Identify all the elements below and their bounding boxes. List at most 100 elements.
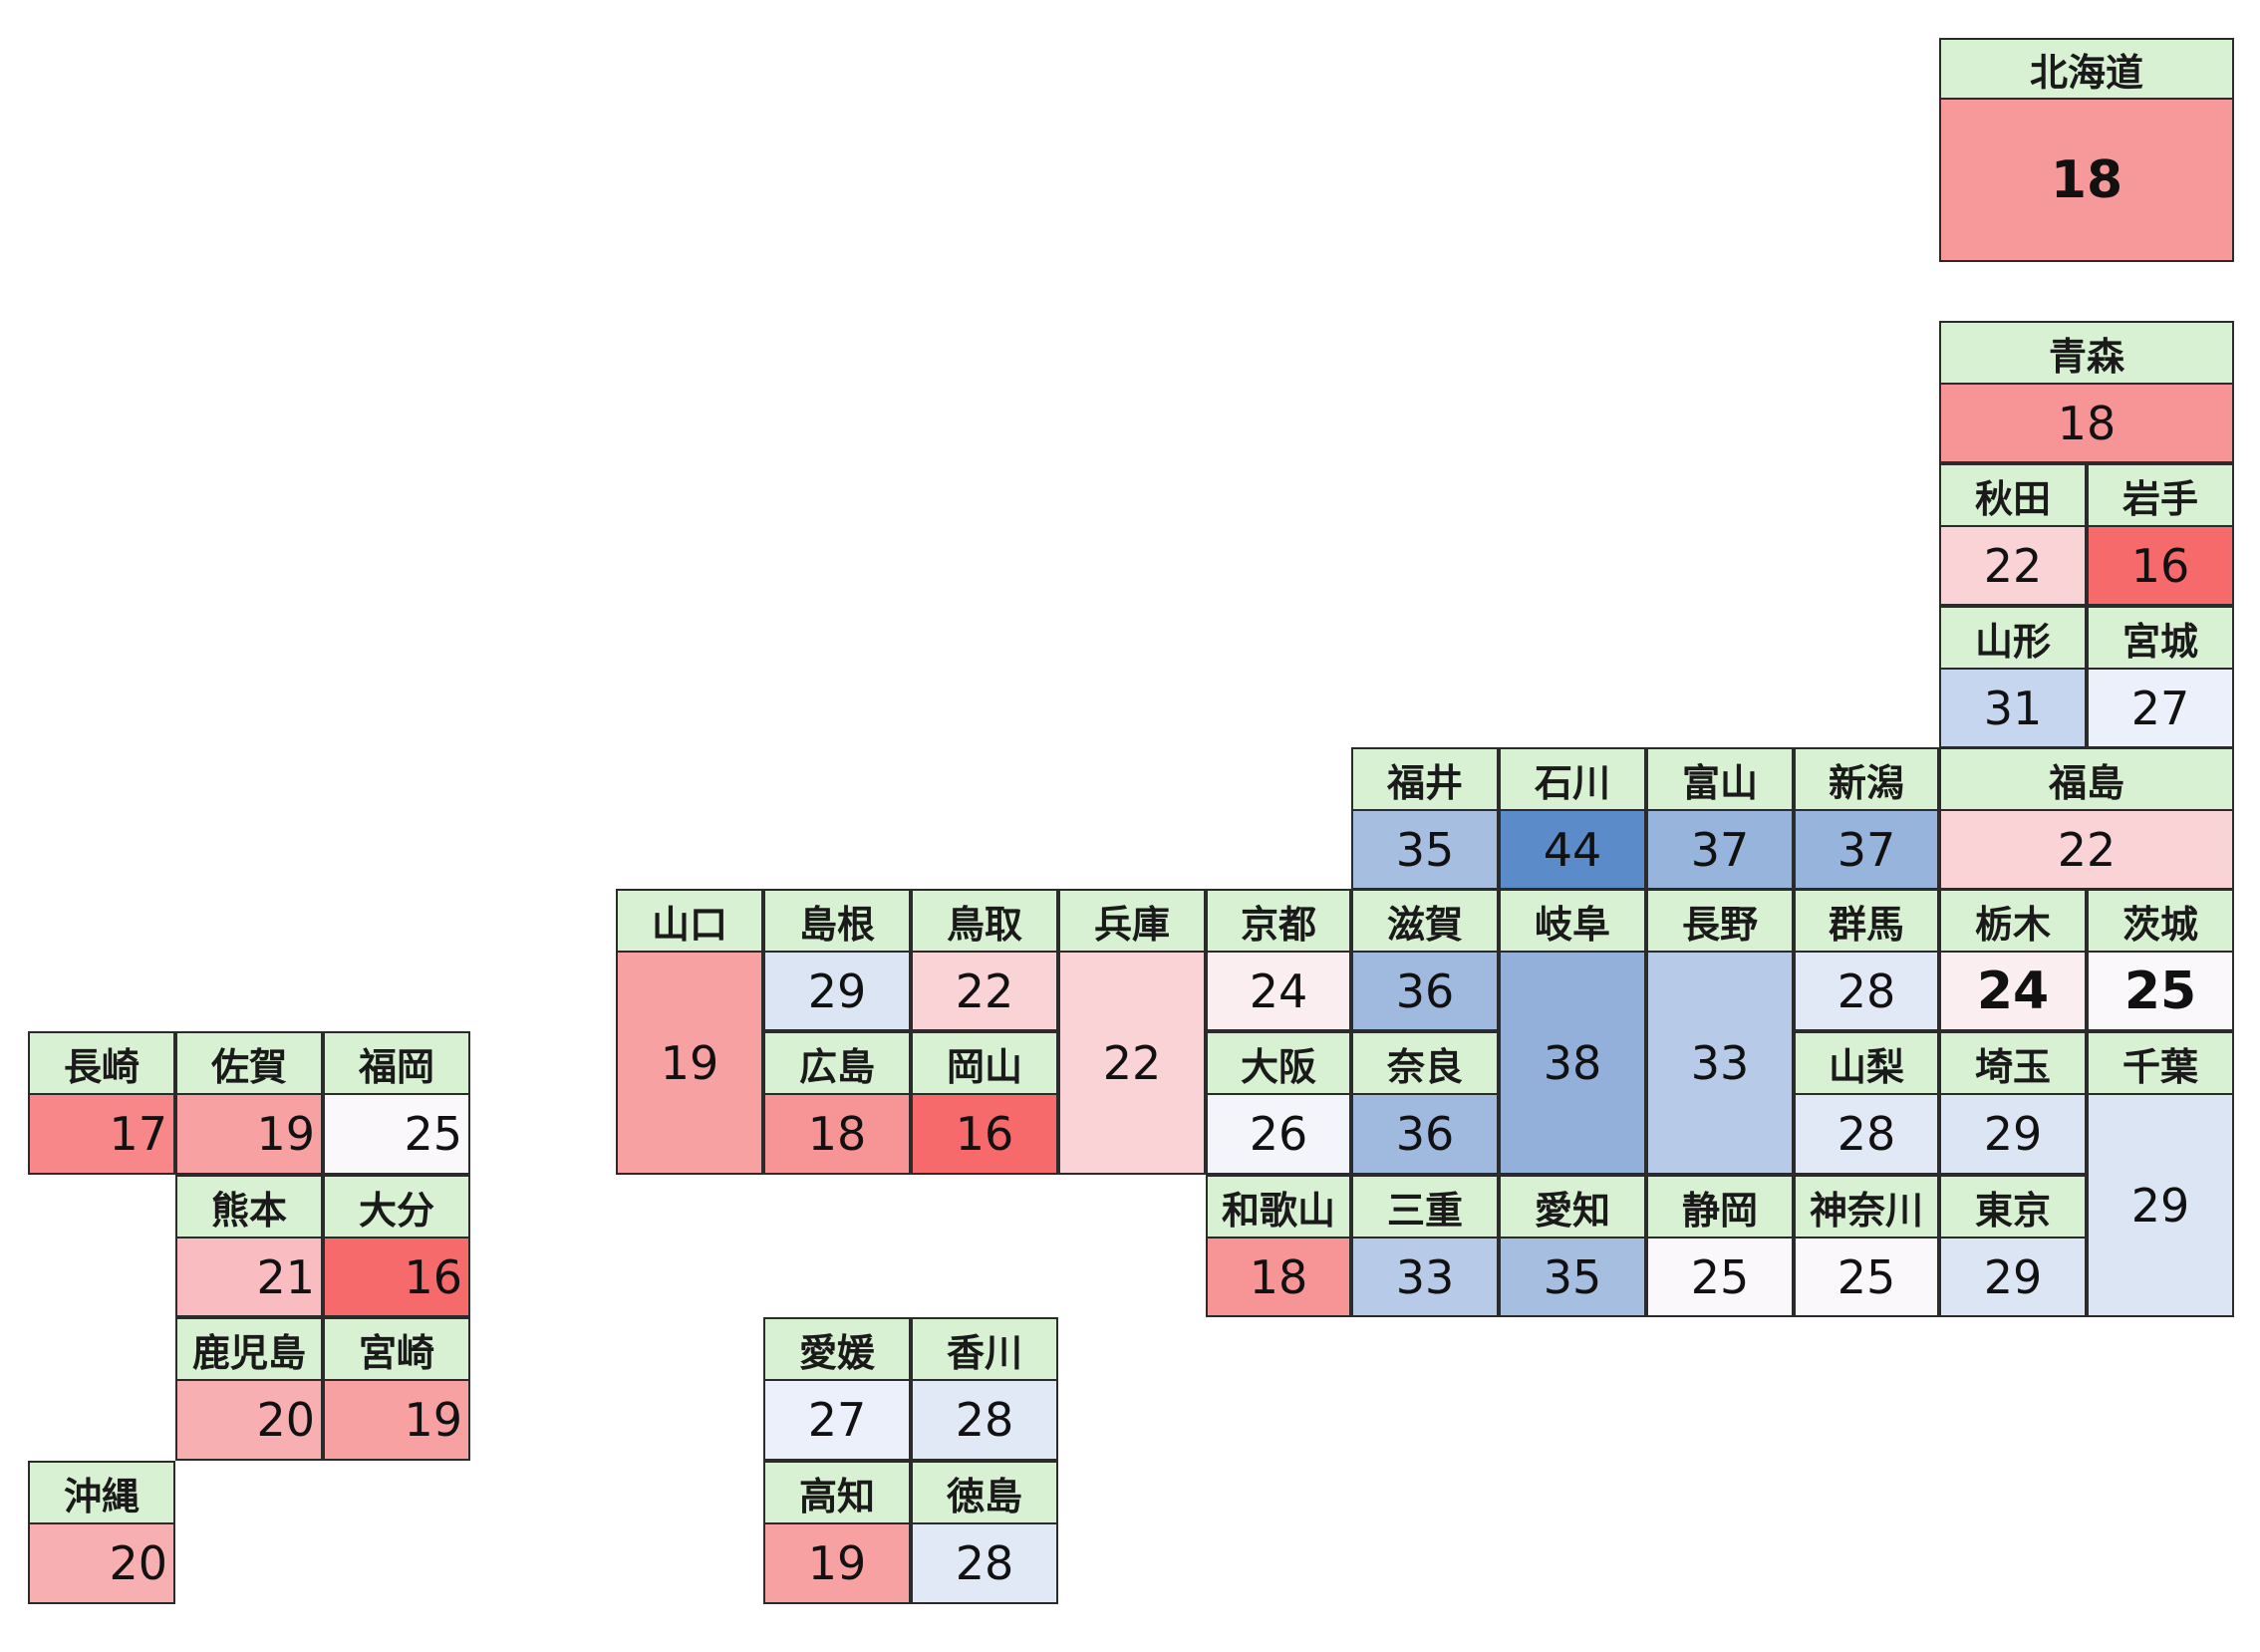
prefecture-value: 25 — [1690, 1249, 1750, 1304]
prefecture-value: 26 — [1249, 1107, 1308, 1161]
prefecture-value: 18 — [807, 1107, 867, 1161]
prefecture-tile-tochigi: 栃木 24 — [1939, 889, 2087, 1031]
prefecture-name: 岩手 — [2089, 465, 2232, 527]
prefecture-tile-aichi: 愛知 35 — [1499, 1175, 1646, 1317]
prefecture-tile-nara: 奈良 36 — [1351, 1031, 1499, 1175]
prefecture-tile-hokkaido: 北海道 18 — [1939, 38, 2234, 262]
prefecture-tile-saga: 佐賀 19 — [175, 1031, 323, 1175]
prefecture-tile-yamagata: 山形 31 — [1939, 606, 2087, 748]
prefecture-value: 29 — [807, 964, 867, 1018]
prefecture-value: 16 — [404, 1249, 462, 1304]
prefecture-value: 28 — [955, 1393, 1014, 1447]
prefecture-name: 福井 — [1353, 749, 1497, 811]
prefecture-value: 27 — [2130, 681, 2190, 735]
prefecture-tile-miyagi: 宮城 27 — [2087, 606, 2234, 748]
prefecture-name: 福島 — [1941, 749, 2232, 811]
prefecture-tile-aomori: 青森 18 — [1939, 321, 2234, 463]
prefecture-name: 愛知 — [1501, 1177, 1644, 1239]
prefecture-name: 徳島 — [913, 1463, 1056, 1524]
prefecture-value: 37 — [1836, 822, 1896, 877]
prefecture-tile-mie: 三重 33 — [1351, 1175, 1499, 1317]
prefecture-tile-yamaguchi: 山口 19 — [616, 889, 763, 1175]
prefecture-value: 24 — [1249, 964, 1308, 1018]
prefecture-name: 秋田 — [1941, 465, 2085, 527]
prefecture-tile-hiroshima: 広島 18 — [763, 1031, 911, 1175]
prefecture-value: 16 — [2130, 538, 2190, 593]
prefecture-tile-chiba: 千葉 29 — [2087, 1031, 2234, 1317]
prefecture-name: 宮城 — [2089, 608, 2232, 670]
prefecture-tile-okinawa: 沖縄 20 — [28, 1461, 175, 1604]
prefecture-name: 群馬 — [1796, 891, 1937, 953]
prefecture-name: 愛媛 — [765, 1319, 909, 1381]
prefecture-name: 和歌山 — [1208, 1177, 1349, 1239]
prefecture-tile-nagano: 長野 33 — [1646, 889, 1794, 1175]
prefecture-name: 兵庫 — [1060, 891, 1204, 953]
prefecture-tile-kochi: 高知 19 — [763, 1461, 911, 1604]
prefecture-value: 16 — [955, 1107, 1014, 1161]
prefecture-name: 宮崎 — [325, 1319, 468, 1381]
prefecture-value: 28 — [1836, 1107, 1896, 1161]
prefecture-tile-yamanashi: 山梨 28 — [1794, 1031, 1939, 1175]
prefecture-tile-fukui: 福井 35 — [1351, 747, 1499, 890]
prefecture-tile-kanagawa: 神奈川 25 — [1794, 1175, 1939, 1317]
prefecture-name: 高知 — [765, 1463, 909, 1524]
prefecture-name: 北海道 — [1941, 40, 2232, 100]
prefecture-value: 21 — [256, 1249, 315, 1304]
prefecture-value: 36 — [1395, 964, 1455, 1018]
prefecture-value: 29 — [1983, 1249, 2043, 1304]
prefecture-tile-toyama: 富山 37 — [1646, 747, 1794, 890]
prefecture-value: 19 — [807, 1536, 867, 1590]
prefecture-tile-kagoshima: 鹿児島 20 — [175, 1317, 323, 1461]
prefecture-value: 33 — [1395, 1249, 1455, 1304]
prefecture-tile-saitama: 埼玉 29 — [1939, 1031, 2087, 1175]
prefecture-tile-niigata: 新潟 37 — [1794, 747, 1939, 890]
prefecture-tile-kumamoto: 熊本 21 — [175, 1175, 323, 1317]
prefecture-value: 20 — [109, 1536, 167, 1590]
prefecture-name: 千葉 — [2089, 1033, 2232, 1095]
prefecture-value: 31 — [1983, 681, 2043, 735]
prefecture-name: 新潟 — [1796, 749, 1937, 811]
prefecture-value: 36 — [1395, 1107, 1455, 1161]
prefecture-tile-kyoto: 京都 24 — [1206, 889, 1351, 1031]
prefecture-name: 東京 — [1941, 1177, 2085, 1239]
prefecture-name: 鳥取 — [913, 891, 1056, 953]
prefecture-tile-gunma: 群馬 28 — [1794, 889, 1939, 1031]
prefecture-value: 35 — [1543, 1249, 1602, 1304]
prefecture-value: 19 — [256, 1107, 315, 1161]
prefecture-name: 滋賀 — [1353, 891, 1497, 953]
prefecture-tile-miyazaki: 宮崎 19 — [323, 1317, 470, 1461]
prefecture-tile-fukushima: 福島 22 — [1939, 747, 2234, 890]
prefecture-name: 佐賀 — [177, 1033, 321, 1095]
prefecture-name: 埼玉 — [1941, 1033, 2085, 1095]
prefecture-name: 栃木 — [1941, 891, 2085, 953]
prefecture-name: 大阪 — [1208, 1033, 1349, 1095]
prefecture-name: 三重 — [1353, 1177, 1497, 1239]
prefecture-value: 33 — [1690, 1035, 1750, 1090]
prefecture-value: 22 — [1102, 1035, 1162, 1090]
prefecture-value: 35 — [1395, 822, 1455, 877]
prefecture-name: 岡山 — [913, 1033, 1056, 1095]
prefecture-name: 広島 — [765, 1033, 909, 1095]
prefecture-name: 山梨 — [1796, 1033, 1937, 1095]
prefecture-tile-tokushima: 徳島 28 — [911, 1461, 1058, 1604]
prefecture-value: 17 — [109, 1107, 167, 1161]
prefecture-name: 石川 — [1501, 749, 1644, 811]
prefecture-value: 19 — [660, 1035, 719, 1090]
prefecture-name: 岐阜 — [1501, 891, 1644, 953]
prefecture-name: 茨城 — [2089, 891, 2232, 953]
prefecture-name: 山口 — [618, 891, 761, 953]
prefecture-tile-gifu: 岐阜 38 — [1499, 889, 1646, 1175]
prefecture-name: 香川 — [913, 1319, 1056, 1381]
prefecture-value: 22 — [2057, 822, 2117, 877]
prefecture-tile-kagawa: 香川 28 — [911, 1317, 1058, 1461]
prefecture-name: 熊本 — [177, 1177, 321, 1239]
prefecture-value: 29 — [2130, 1178, 2190, 1233]
prefecture-tile-ishikawa: 石川 44 — [1499, 747, 1646, 890]
prefecture-name: 長野 — [1648, 891, 1792, 953]
prefecture-value: 25 — [1836, 1249, 1896, 1304]
prefecture-name: 福岡 — [325, 1033, 468, 1095]
prefecture-value: 18 — [2057, 396, 2117, 450]
prefecture-value: 19 — [404, 1393, 462, 1447]
prefecture-value: 27 — [807, 1393, 867, 1447]
